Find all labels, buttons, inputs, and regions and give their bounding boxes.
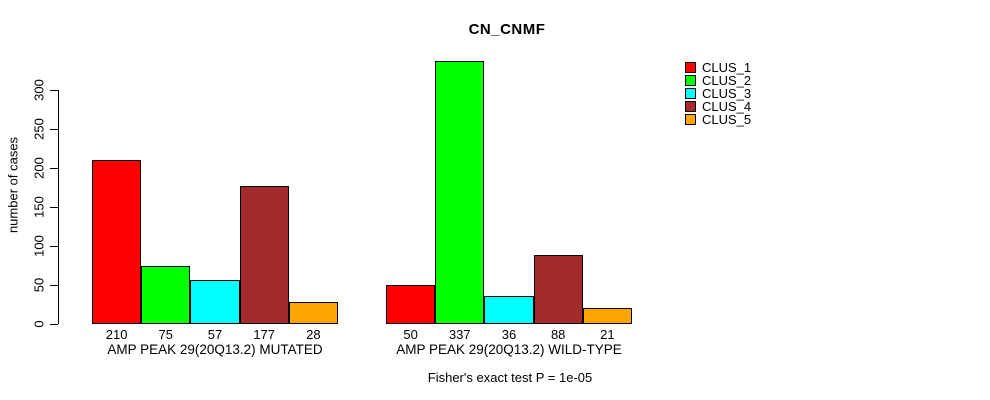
annotation-text: Fisher's exact test P = 1e-05 (427, 370, 593, 385)
y-axis-tick-label: 250 (31, 118, 47, 140)
bar-value-label: 88 (550, 327, 566, 342)
legend: CLUS_1 CLUS_2 CLUS_3 CLUS_4 CLUS_5 (685, 61, 751, 126)
legend-label: CLUS_5 (702, 112, 752, 127)
bar-value-label: 210 (105, 327, 128, 342)
legend-swatch (685, 75, 696, 86)
bar-clus_3 (190, 279, 240, 324)
legend-swatch (685, 62, 696, 73)
legend-label: CLUS_1 (702, 60, 752, 75)
x-axis-group-label: AMP PEAK 29(20Q13.2) WILD-TYPE (396, 342, 622, 357)
bar-clus_2 (435, 61, 485, 324)
legend-swatch (685, 101, 696, 112)
y-axis-title: number of cases (5, 136, 21, 234)
bar-clus_4 (533, 255, 583, 324)
legend-item: CLUS_4 (685, 100, 751, 113)
bar-value-label: 337 (448, 327, 471, 342)
bar-clus_1 (386, 285, 436, 324)
chart-title: CN_CNMF (468, 21, 546, 38)
y-axis-tick (50, 284, 58, 286)
y-axis-tick (50, 167, 58, 169)
y-axis-tick-label: 300 (31, 79, 47, 101)
bar-value-label: 36 (501, 327, 517, 342)
y-axis-tick-label: 50 (31, 277, 47, 293)
y-axis-tick (50, 323, 58, 325)
legend-label: CLUS_4 (702, 99, 752, 114)
legend-item: CLUS_1 (685, 61, 751, 74)
legend-item: CLUS_3 (685, 87, 751, 100)
y-axis-tick-label: 100 (31, 235, 47, 257)
legend-swatch (685, 114, 696, 125)
y-axis-tick-label: 150 (31, 196, 47, 218)
legend-label: CLUS_3 (702, 86, 752, 101)
bar-clus_5 (582, 307, 632, 324)
bar-value-label: 75 (158, 327, 174, 342)
bar-value-label: 50 (403, 327, 418, 342)
bar-value-label: 177 (253, 327, 276, 342)
y-axis-tick (50, 128, 58, 130)
bar-value-label: 21 (600, 327, 615, 342)
legend-label: CLUS_2 (702, 73, 752, 88)
bar-clus_3 (484, 295, 534, 324)
y-axis-tick-label: 200 (31, 157, 47, 179)
bar-value-label: 57 (207, 327, 223, 342)
bar-clus_4 (239, 185, 289, 324)
legend-item: CLUS_2 (685, 74, 751, 87)
legend-swatch (685, 88, 696, 99)
x-axis-group-label: AMP PEAK 29(20Q13.2) MUTATED (107, 342, 323, 357)
bar-clus_5 (288, 302, 338, 324)
bar-clus_1 (92, 160, 142, 324)
bar-clus_2 (141, 265, 191, 324)
y-axis-tick (50, 206, 58, 208)
y-axis-line (58, 90, 59, 324)
y-axis-tick (50, 89, 58, 91)
y-axis-tick-label: 0 (31, 320, 47, 328)
y-axis-tick (50, 245, 58, 247)
legend-item: CLUS_5 (685, 113, 751, 126)
bar-value-label: 28 (306, 327, 321, 342)
